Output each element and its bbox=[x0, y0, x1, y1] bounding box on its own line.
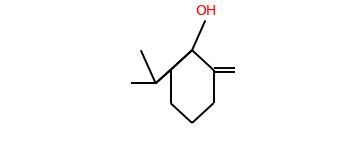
Text: OH: OH bbox=[196, 4, 217, 18]
